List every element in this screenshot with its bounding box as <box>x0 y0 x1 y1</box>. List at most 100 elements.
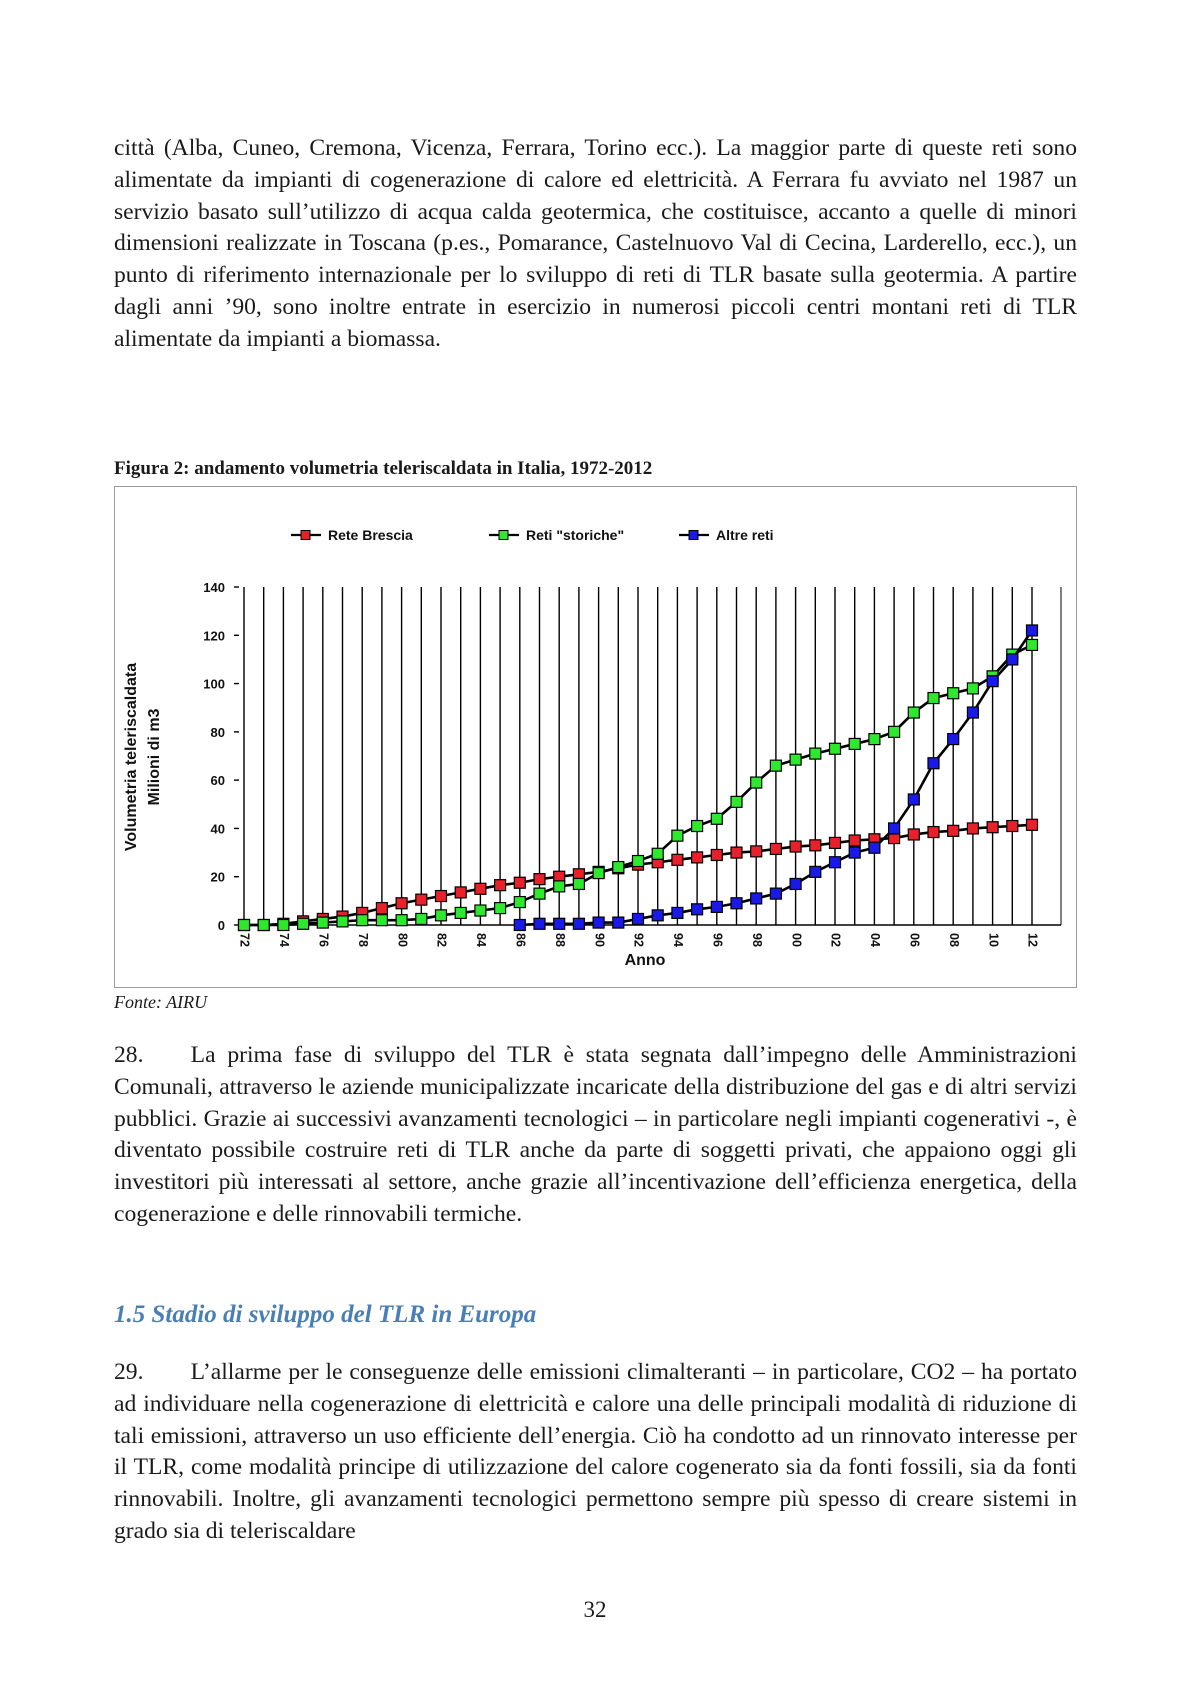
series-1-point <box>513 895 526 909</box>
series-1-point <box>631 854 645 868</box>
series-1-point <box>395 914 408 927</box>
series-2-point <box>513 918 526 932</box>
series-1-point <box>592 866 605 880</box>
series-1-point <box>848 737 861 751</box>
series-2-point <box>592 916 605 929</box>
y-axis-label-line2: Milioni di m3 <box>146 708 163 805</box>
series-0-point <box>415 893 428 906</box>
series-2-point <box>947 733 960 746</box>
y-tick-label: 60 <box>211 773 225 788</box>
y-tick-label: 80 <box>211 725 225 740</box>
y-tick-label: 40 <box>211 821 225 836</box>
series-2-point <box>572 917 585 930</box>
x-tick-label: 84 <box>474 933 488 947</box>
x-tick-label: 92 <box>632 933 646 947</box>
series-2-point <box>789 877 802 891</box>
series-0-point <box>809 839 822 852</box>
series-0-point <box>710 848 723 862</box>
x-axis-label: Anno <box>625 952 666 969</box>
series-2-point <box>690 903 704 916</box>
legend-marker-1 <box>498 530 509 540</box>
series-2-point <box>612 916 625 929</box>
y-tick-label: 120 <box>203 628 225 643</box>
series-0-point <box>454 886 467 899</box>
series-2-point <box>631 912 645 926</box>
x-tick-label: 08 <box>947 933 961 947</box>
series-1-point <box>828 742 842 755</box>
page-number: 32 <box>583 1597 607 1622</box>
series-1-point <box>750 776 763 789</box>
series-0-point <box>966 822 980 835</box>
series-0-point <box>671 853 684 866</box>
series-1-point <box>1025 638 1039 652</box>
chart-frame: 0 20 40 60 80 100 120 140 72 74 76 78 80 82 84 86 88 90 92… <box>114 486 1077 988</box>
series-0-point <box>375 902 388 915</box>
series-0-point <box>513 876 526 889</box>
legend-label-0: Rete Brescia <box>328 527 413 543</box>
figure-caption: Figura 2: andamento volumetria telerisca… <box>114 458 653 479</box>
series-0-point <box>750 845 763 858</box>
x-tick-label: 76 <box>317 933 331 947</box>
paragraph-29: 29. L’allarme per le conseguenze delle e… <box>114 1359 1077 1544</box>
series-0-point <box>395 897 408 910</box>
series-2-point <box>671 906 684 920</box>
legend-marker-2 <box>688 530 699 540</box>
series-0-point <box>533 873 546 886</box>
series-1-point <box>710 812 723 825</box>
series-1-point <box>415 912 428 926</box>
x-tick-label: 94 <box>671 933 685 947</box>
series-2-point <box>1025 624 1039 637</box>
series-0-point <box>769 842 783 856</box>
series-2-point <box>769 887 783 900</box>
series-2-point <box>651 909 664 922</box>
series-1-point <box>316 916 329 929</box>
legend-label-1: Reti "storiche" <box>526 527 624 543</box>
series-2-point <box>730 897 743 910</box>
series-2-point <box>966 706 980 719</box>
series-0-point <box>690 851 704 864</box>
x-tick-label: 82 <box>435 933 449 947</box>
series-2-point <box>750 892 763 905</box>
series-1-point <box>947 687 960 700</box>
x-tick-label: 96 <box>711 933 725 947</box>
series-1-point <box>789 753 802 766</box>
section-heading: 1.5 Stadio di sviluppo del TLR in Europa <box>114 1301 537 1328</box>
x-tick-label: 88 <box>553 933 567 947</box>
series-0-point <box>927 825 940 839</box>
series-0-point <box>947 824 960 837</box>
series-0-point <box>789 840 802 853</box>
series-2-point <box>809 865 822 878</box>
series-0-point <box>1006 819 1019 833</box>
series-1-point <box>612 860 625 874</box>
series-1-point <box>434 909 448 922</box>
series-1-point <box>671 829 684 842</box>
series-1-point <box>454 906 467 920</box>
figure-source: Fonte: AIRU <box>114 992 208 1012</box>
x-tick-label: 00 <box>789 933 803 947</box>
x-tick-label: 04 <box>868 933 882 947</box>
series-2-point <box>986 675 999 688</box>
legend-marker-0 <box>300 530 311 540</box>
series-2-point <box>533 917 546 930</box>
y-tick-label: 100 <box>203 677 225 692</box>
series-1-point <box>690 819 704 833</box>
series-1-point <box>572 877 585 891</box>
series-0-point <box>494 879 507 892</box>
x-tick-label: 10 <box>986 933 1000 947</box>
series-1-point <box>730 795 743 808</box>
x-tick-label: 98 <box>750 933 764 947</box>
series-1-point <box>769 759 783 772</box>
series-2-point <box>848 846 861 859</box>
series-0-point <box>474 882 487 895</box>
series-1-point <box>474 904 487 917</box>
series-0-point <box>730 846 743 859</box>
series-1-point <box>533 887 546 900</box>
series-1-point <box>553 880 566 893</box>
series-1-point <box>277 918 290 932</box>
x-tick-label: 02 <box>829 933 843 947</box>
x-tick-label: 12 <box>1026 933 1040 947</box>
series-0-point <box>848 834 861 847</box>
series-2-point <box>927 757 940 770</box>
x-tick-label: 90 <box>592 933 606 947</box>
